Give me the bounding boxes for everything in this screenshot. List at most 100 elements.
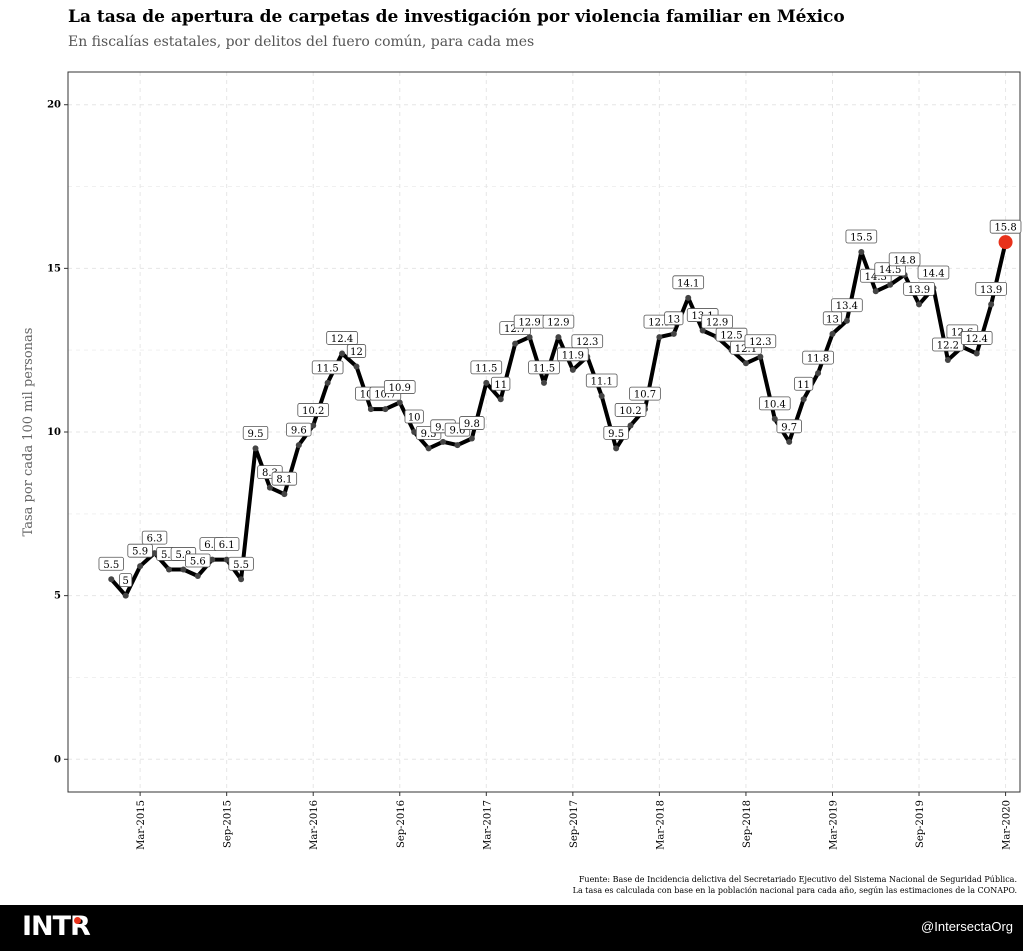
data-label-text: 6.1: [204, 540, 220, 551]
data-point: [829, 330, 836, 337]
data-label: 12.9: [513, 314, 546, 329]
data-label-text: 11.8: [807, 354, 829, 365]
data-label-text: 12.9: [648, 318, 670, 329]
data-label-text: 5.8: [161, 550, 177, 561]
x-tick-label: Sep-2016: [396, 800, 407, 848]
data-point: [699, 327, 706, 334]
data-label-text: 9.5: [421, 429, 437, 440]
data-point: [670, 330, 677, 337]
data-point: [339, 350, 346, 357]
data-point: [151, 550, 158, 557]
brand-logo: INTR: [22, 911, 91, 942]
data-label-text: 10.9: [389, 383, 411, 394]
data-point: [468, 435, 475, 442]
data-label-text: 12.2: [937, 341, 959, 352]
data-label-text: 13: [667, 314, 680, 325]
data-point: [742, 360, 749, 367]
data-label-box: [888, 252, 921, 267]
data-point: [238, 576, 245, 583]
data-label-box: [603, 425, 629, 440]
x-tick-label: Sep-2019: [915, 800, 926, 848]
x-tick-label: Sep-2017: [569, 800, 580, 848]
data-label-box: [213, 537, 240, 552]
data-label: 10.2: [297, 403, 330, 417]
data-point: [944, 357, 951, 363]
data-label-text: 12.1: [735, 344, 757, 355]
x-tick-label: Mar-2019: [828, 800, 839, 850]
series-line: [109, 241, 1008, 598]
data-label-box: [917, 265, 950, 280]
y-tick-label: 20: [47, 100, 61, 111]
data-point: [108, 576, 115, 583]
data-label-text: 9.8: [464, 419, 480, 430]
data-label-text: 11: [797, 380, 810, 391]
data-label: 11.8: [802, 350, 834, 365]
data-label-box: [470, 360, 503, 375]
data-label: 15.8: [989, 219, 1022, 234]
data-label-text: 15.5: [850, 233, 872, 244]
data-point: [872, 288, 879, 295]
x-tick-label: Mar-2020: [1002, 800, 1013, 850]
data-label-text: 9.7: [781, 422, 797, 433]
data-point: [497, 396, 504, 403]
y-tick-label: 10: [47, 427, 61, 438]
data-label-text: 11.1: [591, 377, 613, 388]
data-label-text: 14.5: [879, 265, 901, 276]
data-label: 8.1: [271, 471, 298, 486]
data-label-box: [758, 396, 791, 411]
data-point: [367, 406, 374, 413]
data-label-text: 13.4: [836, 301, 858, 312]
data-label-box: [845, 229, 878, 244]
source-caption: Fuente: Base de Incidencia delictiva del…: [573, 874, 1017, 896]
data-label: 12.3: [744, 334, 777, 348]
data-label-text: 12.3: [749, 337, 771, 348]
chart-title: La tasa de apertura de carpetas de inves…: [68, 7, 845, 27]
x-tick-label: Mar-2018: [655, 800, 666, 850]
data-label-box: [98, 556, 124, 571]
x-tick-label: Mar-2015: [136, 800, 147, 850]
data-label-box: [629, 386, 661, 401]
data-label-box: [491, 376, 511, 391]
data-label-box: [228, 556, 254, 571]
data-point: [512, 340, 519, 347]
data-label-text: 5: [123, 576, 129, 587]
data-label-text: 9.5: [608, 429, 624, 440]
data-label-box: [903, 281, 935, 296]
data-label-text: 10.7: [374, 390, 396, 401]
data-label-text: 12.5: [720, 331, 742, 342]
data-label-text: 13.9: [980, 285, 1002, 296]
data-label-box: [383, 380, 416, 394]
data-label: 10: [404, 409, 424, 424]
data-point: [757, 353, 764, 360]
data-label-text: 9.5: [248, 429, 264, 440]
x-tick-label: Sep-2018: [742, 800, 753, 848]
data-label-box: [311, 360, 344, 375]
data-label-box: [242, 425, 269, 440]
data-label-text: 10.2: [619, 406, 641, 417]
grid-lines: [68, 72, 1020, 792]
data-label-text: 5.6: [190, 557, 206, 568]
data-label-text: 13.9: [908, 285, 930, 296]
data-label-text: 12.9: [706, 318, 728, 329]
data-label: 12.5: [715, 327, 748, 342]
data-point: [613, 445, 620, 452]
data-label-box: [297, 403, 330, 417]
data-label-box: [459, 416, 485, 430]
data-points: [108, 235, 1013, 599]
data-label-box: [286, 422, 312, 437]
data-label-box: [989, 219, 1022, 234]
data-point: [627, 422, 634, 429]
data-label: 10.7: [629, 386, 661, 401]
data-label: 14.8: [888, 252, 921, 267]
series-path: [109, 241, 1008, 598]
data-label-box: [127, 543, 153, 558]
data-label-text: 14.8: [893, 255, 915, 266]
data-label: 12.3: [571, 334, 604, 348]
data-label-text: 13: [826, 314, 839, 325]
data-label: 9.7: [776, 419, 802, 433]
data-point: [223, 556, 230, 563]
data-label-text: 12.9: [547, 318, 569, 329]
data-point: [598, 393, 605, 399]
data-label-box: [346, 344, 367, 358]
data-point: [396, 399, 403, 406]
